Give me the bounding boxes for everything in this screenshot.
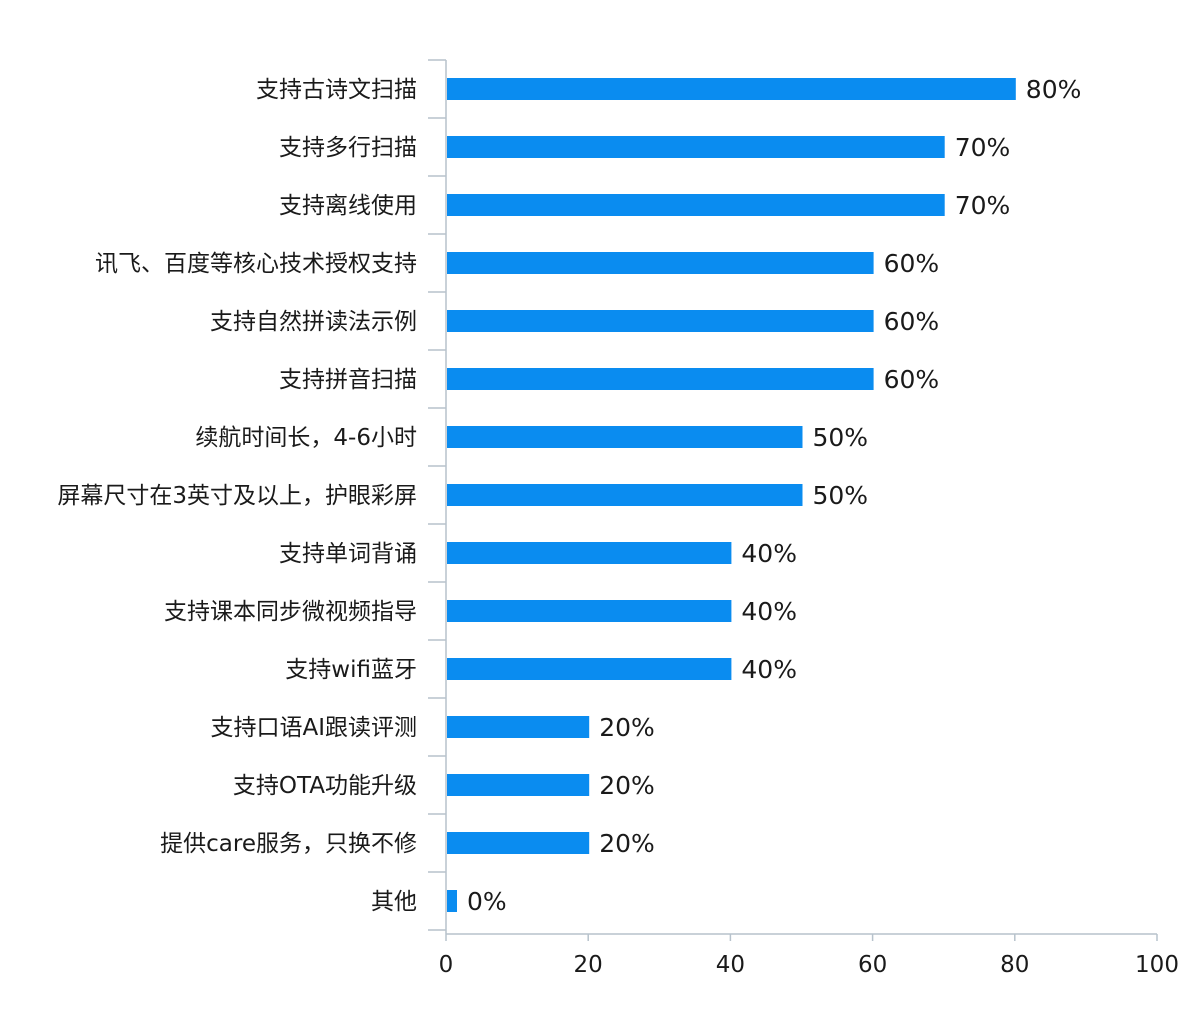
bar	[447, 890, 457, 912]
x-tick-label: 60	[858, 952, 887, 978]
data-label: 20%	[599, 771, 655, 800]
bar	[447, 426, 803, 448]
category-label: 支持课本同步微视频指导	[164, 599, 417, 625]
bar	[447, 194, 945, 216]
category-label: 支持wifi蓝牙	[285, 657, 417, 683]
category-label: 支持古诗文扫描	[256, 77, 417, 103]
bar	[447, 310, 874, 332]
category-label: 续航时间长，4-6小时	[195, 425, 417, 451]
bar	[447, 484, 803, 506]
data-label: 80%	[1026, 75, 1082, 104]
bar	[447, 600, 732, 622]
x-tick-label: 40	[716, 952, 745, 978]
bar	[447, 658, 732, 680]
data-label: 40%	[741, 539, 797, 568]
data-label: 40%	[741, 597, 797, 626]
category-label: 支持自然拼读法示例	[210, 309, 417, 335]
bar	[447, 368, 874, 390]
data-label: 40%	[741, 655, 797, 684]
bar	[447, 78, 1016, 100]
bar	[447, 774, 590, 796]
bar	[447, 832, 590, 854]
x-tick-label: 100	[1135, 952, 1179, 978]
bar	[447, 136, 945, 158]
category-label: 支持OTA功能升级	[233, 773, 417, 799]
data-label: 20%	[599, 829, 655, 858]
data-label: 60%	[884, 307, 940, 336]
data-label: 50%	[813, 481, 869, 510]
category-label: 支持离线使用	[279, 193, 417, 219]
category-label: 支持单词背诵	[279, 541, 417, 567]
bar	[447, 252, 874, 274]
data-label: 60%	[884, 249, 940, 278]
category-label: 支持多行扫描	[279, 135, 417, 161]
category-label: 支持拼音扫描	[279, 367, 417, 393]
category-label: 提供care服务，只换不修	[160, 831, 417, 857]
labels: 0 20 40 60 80 100 支持古诗文扫描 80% 支持多行扫描 70% 支持离线使用 70%…	[57, 75, 1179, 978]
category-label: 其他	[371, 889, 417, 915]
bar	[447, 716, 590, 738]
data-label: 60%	[884, 365, 940, 394]
data-label: 70%	[955, 133, 1011, 162]
category-label: 屏幕尺寸在3英寸及以上，护眼彩屏	[57, 483, 417, 509]
data-label: 0%	[467, 887, 507, 916]
bars	[447, 78, 1016, 912]
data-label: 70%	[955, 191, 1011, 220]
bar	[447, 542, 732, 564]
x-tick-label: 0	[439, 952, 454, 978]
x-tick-label: 80	[1000, 952, 1029, 978]
category-label: 讯飞、百度等核心技术授权支持	[95, 251, 417, 277]
x-tick-label: 20	[574, 952, 603, 978]
category-label: 支持口语AI跟读评测	[210, 715, 417, 741]
data-label: 20%	[599, 713, 655, 742]
data-label: 50%	[813, 423, 869, 452]
axes	[428, 59, 1158, 941]
